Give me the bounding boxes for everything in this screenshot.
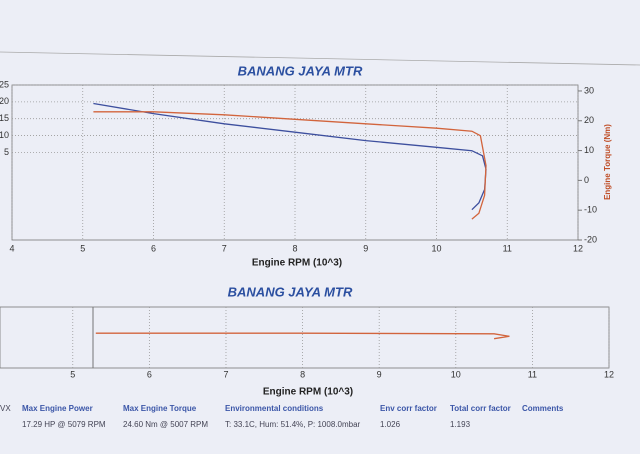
data-line — [93, 102, 487, 211]
x-axis-label: Engine RPM (10^3) — [252, 258, 342, 269]
paper-border — [0, 51, 640, 66]
chart-title: BANANG JAYA MTR — [238, 63, 363, 78]
x-tick-label: 6 — [151, 243, 156, 253]
table-header: Max Engine Power — [22, 404, 93, 413]
y2-tick-label: 20 — [584, 115, 594, 125]
table-cell: 24.60 Nm @ 5007 RPM — [123, 420, 208, 429]
table-header: Max Engine Torque — [123, 404, 197, 413]
x-tick-label: 11 — [528, 369, 537, 379]
table-cell: 1.026 — [380, 420, 401, 429]
y-tick-label: 20 — [0, 96, 9, 106]
y-tick-label: 5 — [4, 147, 9, 157]
x-tick-label: 6 — [147, 369, 152, 379]
x-axis-label: Engine RPM (10^3) — [263, 387, 353, 398]
x-tick-label: 10 — [451, 369, 461, 379]
data-line — [95, 332, 510, 340]
table-cell: 17.29 HP @ 5079 RPM — [22, 420, 106, 429]
x-tick-label: 8 — [300, 369, 305, 379]
x-tick-label: 12 — [604, 369, 614, 379]
y-tick-label: 25 — [0, 79, 9, 89]
x-tick-label: 5 — [70, 369, 75, 379]
x-tick-label: 12 — [573, 243, 583, 253]
y2-axis-label: Engine Torque (Nm) — [603, 124, 612, 200]
data-line — [93, 111, 487, 220]
row-label: VX — [0, 404, 11, 413]
y2-tick-label: 30 — [584, 85, 594, 95]
y-tick-label: 10 — [0, 130, 9, 140]
table-header: Environmental conditions — [225, 404, 324, 413]
x-tick-label: 8 — [292, 243, 297, 253]
y2-tick-label: -20 — [584, 234, 597, 244]
y2-tick-label: 10 — [584, 145, 594, 155]
y-tick-label: 15 — [0, 113, 9, 123]
table-cell: 1.193 — [450, 420, 471, 429]
x-tick-label: 9 — [377, 369, 382, 379]
x-tick-label: 7 — [223, 369, 228, 379]
x-tick-label: 10 — [431, 243, 441, 253]
x-tick-label: 4 — [9, 243, 14, 253]
chart-title: BANANG JAYA MTR — [228, 284, 353, 299]
table-cell: T: 33.1C, Hum: 51.4%, P: 1008.0mbar — [225, 420, 361, 429]
y2-tick-label: 0 — [584, 175, 589, 185]
table-header: Env corr factor — [380, 404, 437, 413]
x-tick-label: 9 — [363, 243, 368, 253]
table-header: Total corr factor — [450, 404, 511, 413]
y2-tick-label: -10 — [584, 205, 597, 215]
x-tick-label: 5 — [80, 243, 85, 253]
x-tick-label: 11 — [503, 243, 512, 253]
table-header: Comments — [522, 404, 564, 413]
x-tick-label: 7 — [222, 243, 227, 253]
